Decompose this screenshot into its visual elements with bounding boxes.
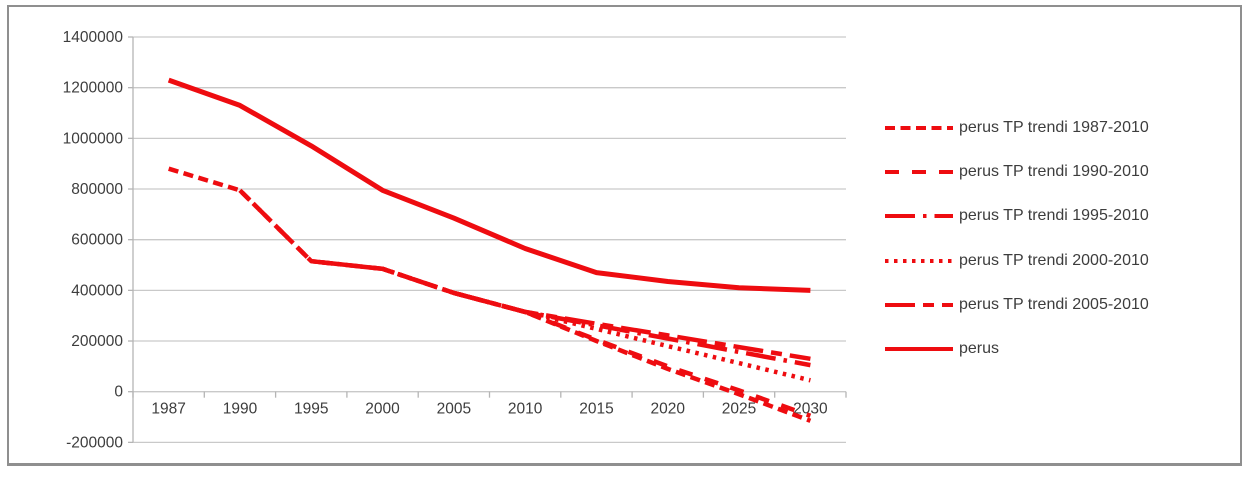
series-line-2 [311,258,811,368]
legend-line-sample [885,258,953,263]
y-axis-label: 1200000 [63,80,124,97]
y-axis-label: 1400000 [63,29,124,46]
series-line-0 [168,166,812,423]
legend-item: perus TP trendi 2005-2010 [884,283,1234,327]
x-axis-label: 2025 [722,401,756,418]
y-axis-label: -200000 [66,434,123,451]
y-axis-label: 800000 [71,181,123,198]
x-axis-label: 2020 [651,401,686,418]
x-axis-label: 2030 [793,401,828,418]
legend-label: perus [959,340,1000,358]
y-axis-label: 0 [114,384,123,401]
x-axis-label: 2005 [437,401,471,418]
x-axis-label: 2000 [365,401,400,418]
legend-item: perus TP trendi 1990-2010 [884,150,1234,194]
legend-item: perus TP trendi 2000-2010 [884,239,1234,283]
y-axis-label: 1000000 [63,130,124,147]
legend-line-sample [885,302,953,307]
x-axis-label: 2015 [579,401,613,418]
legend-label: perus TP trendi 2000-2010 [959,251,1149,269]
y-axis-label: 600000 [71,232,123,249]
legend-label: perus TP trendi 1995-2010 [959,207,1149,225]
legend-line-sample [885,214,953,219]
legend-label: perus TP trendi 2005-2010 [959,295,1149,313]
legend-item: perus [884,327,1234,371]
series-line-5 [167,77,811,293]
legend-line-sample [885,170,953,175]
legend-item: perus TP trendi 1987-2010 [884,106,1234,150]
x-axis-label: 1990 [223,401,258,418]
x-axis-label: 1987 [151,401,185,418]
chart-legend: perus TP trendi 1987-2010 perus TP trend… [884,106,1234,371]
series-line-1 [238,188,812,418]
legend-label: perus TP trendi 1990-2010 [959,163,1149,181]
y-axis-label: 400000 [71,282,123,299]
x-axis-label: 1995 [294,401,328,418]
legend-line-sample [885,126,953,131]
legend-item: perus TP trendi 1995-2010 [884,194,1234,238]
legend-line-sample [885,347,953,352]
legend-label: perus TP trendi 1987-2010 [959,119,1149,137]
series-line-4 [453,290,811,362]
y-axis-label: 200000 [71,333,123,350]
x-axis-label: 2010 [508,401,543,418]
series-line-3 [381,266,811,383]
